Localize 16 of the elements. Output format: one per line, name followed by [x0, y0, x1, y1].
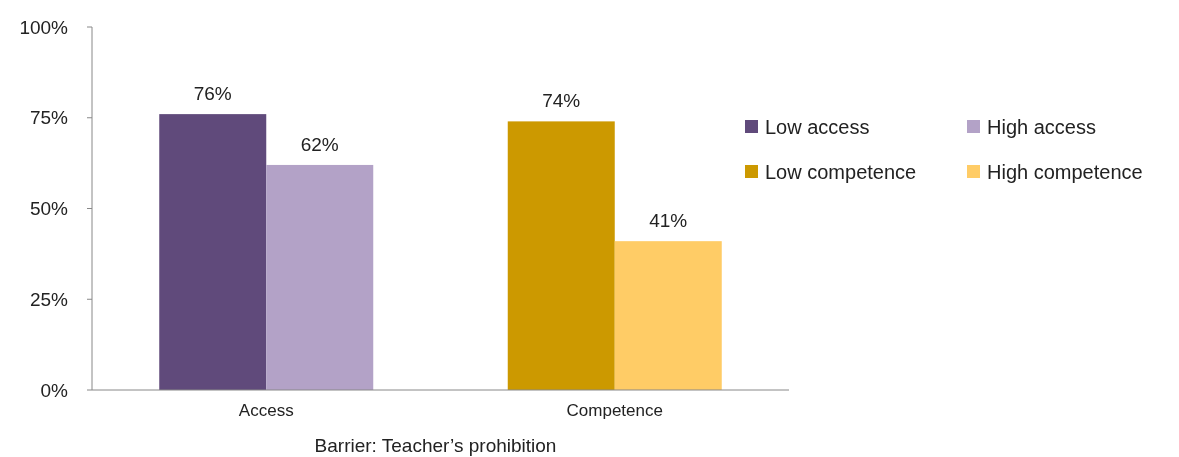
legend-label: Low access: [765, 116, 870, 138]
y-tick-label: 0%: [40, 379, 69, 401]
legend-label: High competence: [987, 161, 1143, 183]
data-label: 41%: [649, 210, 688, 232]
x-tick-label: Access: [238, 401, 294, 420]
legend-label: High access: [987, 116, 1096, 138]
x-axis-title: Barrier: Teacher’s prohibition: [314, 435, 557, 456]
y-tick-label: 75%: [29, 107, 69, 129]
x-tick-label: Competence: [566, 401, 663, 420]
data-label: 74%: [542, 90, 581, 112]
y-tick-label: 100%: [19, 16, 69, 38]
y-tick-label: 25%: [29, 288, 69, 310]
data-label: 62%: [300, 133, 339, 155]
y-tick-label: 50%: [29, 198, 69, 220]
legend-label: Low competence: [765, 161, 917, 183]
data-label: 76%: [193, 83, 232, 105]
